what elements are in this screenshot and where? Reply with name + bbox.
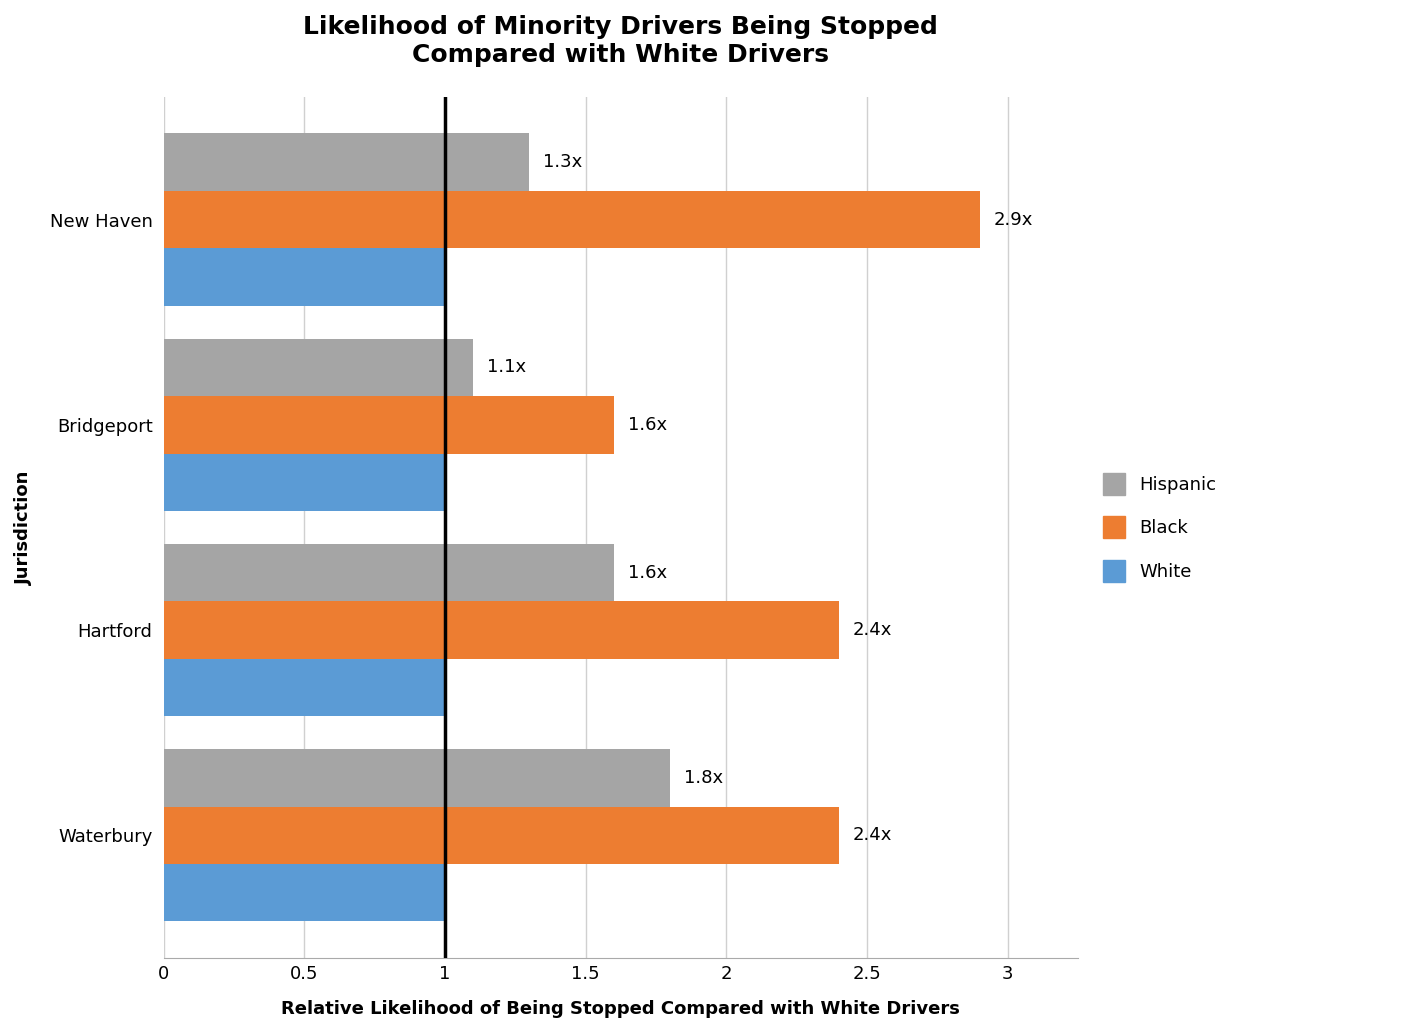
Bar	[164, 133, 529, 191]
Text: 2.4x: 2.4x	[853, 621, 893, 639]
Bar	[164, 807, 838, 864]
Text: 2.4x: 2.4x	[853, 826, 893, 844]
Bar	[164, 601, 838, 659]
X-axis label: Relative Likelihood of Being Stopped Compared with White Drivers: Relative Likelihood of Being Stopped Com…	[281, 1000, 960, 1018]
Text: 1.8x: 1.8x	[684, 769, 723, 787]
Bar	[164, 191, 980, 248]
Bar	[164, 396, 613, 453]
Text: 1.1x: 1.1x	[488, 358, 526, 376]
Bar	[164, 248, 445, 306]
Bar	[164, 453, 445, 511]
Bar	[164, 749, 670, 807]
Text: 1.6x: 1.6x	[627, 416, 667, 434]
Text: 2.9x: 2.9x	[994, 211, 1032, 228]
Text: 1.6x: 1.6x	[627, 564, 667, 582]
Title: Likelihood of Minority Drivers Being Stopped
Compared with White Drivers: Likelihood of Minority Drivers Being Sto…	[304, 15, 938, 67]
Bar	[164, 543, 613, 601]
Bar	[164, 864, 445, 921]
Bar	[164, 339, 473, 396]
Legend: Hispanic, Black, White: Hispanic, Black, White	[1097, 466, 1224, 590]
Y-axis label: Jurisdiction: Jurisdiction	[16, 470, 33, 585]
Bar	[164, 659, 445, 716]
Text: 1.3x: 1.3x	[543, 153, 583, 171]
